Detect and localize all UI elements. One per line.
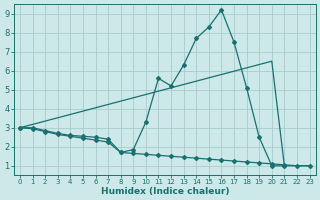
- X-axis label: Humidex (Indice chaleur): Humidex (Indice chaleur): [100, 187, 229, 196]
